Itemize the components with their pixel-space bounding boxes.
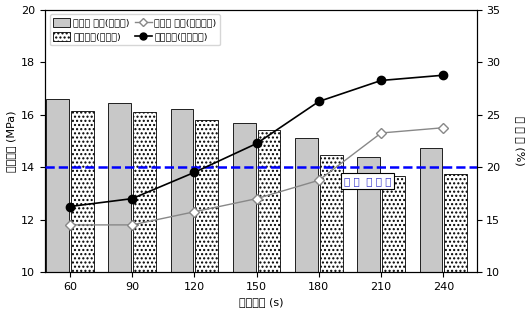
Text: 설 계  공 극 률: 설 계 공 극 률 <box>344 176 391 186</box>
Bar <box>357 156 380 313</box>
Bar <box>295 138 318 313</box>
Bar <box>233 123 255 313</box>
Bar <box>46 99 69 313</box>
Bar <box>133 112 156 313</box>
X-axis label: 믹심시간 (s): 믹심시간 (s) <box>238 297 283 307</box>
Bar <box>195 120 218 313</box>
Legend: 강제식 믹서(공극률), 옴니믹서(공극률), 강제식 믹서(압축강도), 옴니믹서(압축강도): 강제식 믹서(공극률), 옴니믹서(공극률), 강제식 믹서(압축강도), 옴니… <box>50 14 220 45</box>
Y-axis label: 공 극 률 (%): 공 극 률 (%) <box>516 116 526 166</box>
Bar <box>170 109 193 313</box>
Bar <box>444 174 467 313</box>
Bar <box>320 155 342 313</box>
Bar <box>382 176 405 313</box>
Bar <box>258 130 280 313</box>
Bar <box>108 103 131 313</box>
Bar <box>419 148 442 313</box>
Y-axis label: 압축강도 (MPa): 압축강도 (MPa) <box>5 110 15 172</box>
Bar <box>71 111 94 313</box>
